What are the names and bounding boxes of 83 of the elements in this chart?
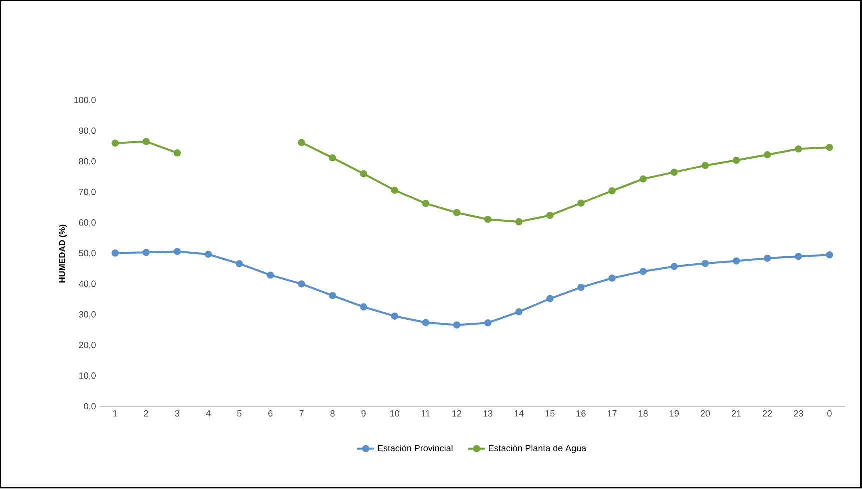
point — [516, 218, 523, 226]
y-tick-label: 70,0 — [79, 189, 96, 196]
x-tick-label: 19 — [670, 410, 679, 417]
x-tick-label: 23 — [794, 410, 804, 417]
x-tick-label: 5 — [237, 410, 242, 417]
point — [484, 320, 492, 327]
point — [640, 268, 647, 276]
point — [608, 188, 616, 195]
y-tick-label: 10,0 — [80, 372, 96, 380]
x-tick-label: 17 — [608, 410, 617, 417]
y-tick-label: 50,0 — [79, 250, 96, 258]
x-tick-label: 2 — [144, 410, 148, 417]
point — [702, 162, 710, 170]
y-tick-label: 20,0 — [79, 342, 96, 350]
point — [422, 319, 430, 326]
x-tick-label: 11 — [422, 410, 430, 417]
x-tick-label: 15 — [546, 410, 555, 417]
x-tick-label: 6 — [268, 410, 273, 417]
legend-label: Estación Planta de Agua — [489, 444, 587, 454]
point — [391, 187, 398, 194]
point — [826, 252, 834, 259]
point — [453, 209, 461, 217]
x-tick-label: 13 — [484, 410, 493, 417]
x-tick-label: 4 — [206, 410, 211, 417]
point — [516, 308, 523, 316]
point — [112, 140, 119, 148]
x-tick-label: 9 — [362, 410, 366, 417]
point — [329, 154, 336, 162]
point — [670, 168, 678, 176]
x-tick-label: 12 — [452, 410, 462, 417]
x-tick-label: 14 — [514, 410, 524, 417]
x-tick-label: 20 — [700, 410, 710, 417]
point — [640, 176, 647, 183]
x-tick-label: 7 — [300, 410, 304, 417]
point — [204, 251, 212, 258]
point — [236, 260, 244, 268]
point — [826, 144, 834, 152]
point — [298, 139, 306, 146]
x-tick-label: 22 — [763, 410, 772, 417]
x-tick-label: 1 — [114, 410, 118, 417]
point — [484, 216, 492, 224]
point — [453, 322, 461, 329]
y-axis-title: HUMEDAD (%) — [59, 225, 67, 283]
point — [795, 146, 802, 153]
point — [298, 280, 306, 288]
point — [764, 151, 772, 159]
point — [360, 170, 368, 178]
point — [702, 260, 710, 268]
point — [578, 284, 585, 292]
x-tick-label: 8 — [330, 410, 335, 417]
point — [142, 249, 150, 256]
point — [360, 304, 368, 311]
y-tick-label: 80,0 — [79, 158, 96, 166]
point — [391, 312, 398, 320]
point — [546, 212, 554, 220]
y-tick-label: 0,0 — [84, 403, 96, 411]
point — [112, 250, 119, 257]
x-tick-label: 21 — [732, 410, 742, 417]
point — [174, 248, 182, 256]
y-tick-label: 100,0 — [74, 97, 96, 105]
point — [267, 272, 274, 280]
point — [142, 138, 150, 146]
point — [174, 150, 182, 157]
point — [422, 200, 430, 208]
y-tick-label: 40,0 — [79, 280, 96, 288]
point — [670, 263, 678, 270]
point — [732, 157, 740, 164]
y-tick-label: 90,0 — [79, 128, 96, 136]
point — [608, 274, 616, 282]
y-tick-label: 30,0 — [79, 312, 96, 319]
point — [795, 253, 802, 260]
x-tick-label: 16 — [576, 410, 586, 417]
point — [578, 200, 585, 208]
y-tick-label: 60,0 — [79, 220, 96, 228]
x-tick-label: 3 — [175, 410, 180, 417]
point — [732, 258, 740, 265]
x-tick-label: 18 — [639, 410, 648, 417]
x-tick-label: 10 — [390, 410, 400, 417]
legend-label: Estación Provincial — [378, 444, 453, 452]
x-tick-label: 0 — [828, 410, 832, 417]
point — [764, 254, 772, 262]
point — [546, 295, 554, 303]
point — [329, 292, 336, 300]
